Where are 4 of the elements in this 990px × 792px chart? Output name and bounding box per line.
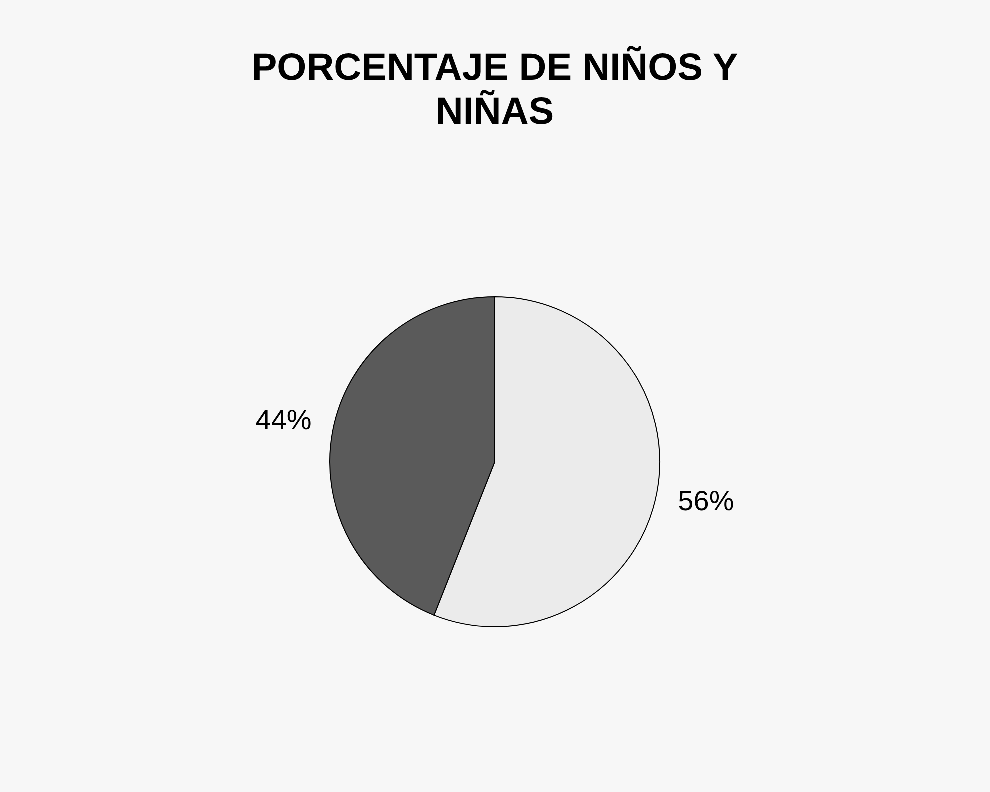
- text: PORCENTAJE DE NIÑOS Y: [252, 47, 738, 89]
- data-label: 56%: [678, 485, 734, 516]
- text: NIÑAS: [436, 91, 554, 133]
- data-label: 44%: [256, 404, 312, 436]
